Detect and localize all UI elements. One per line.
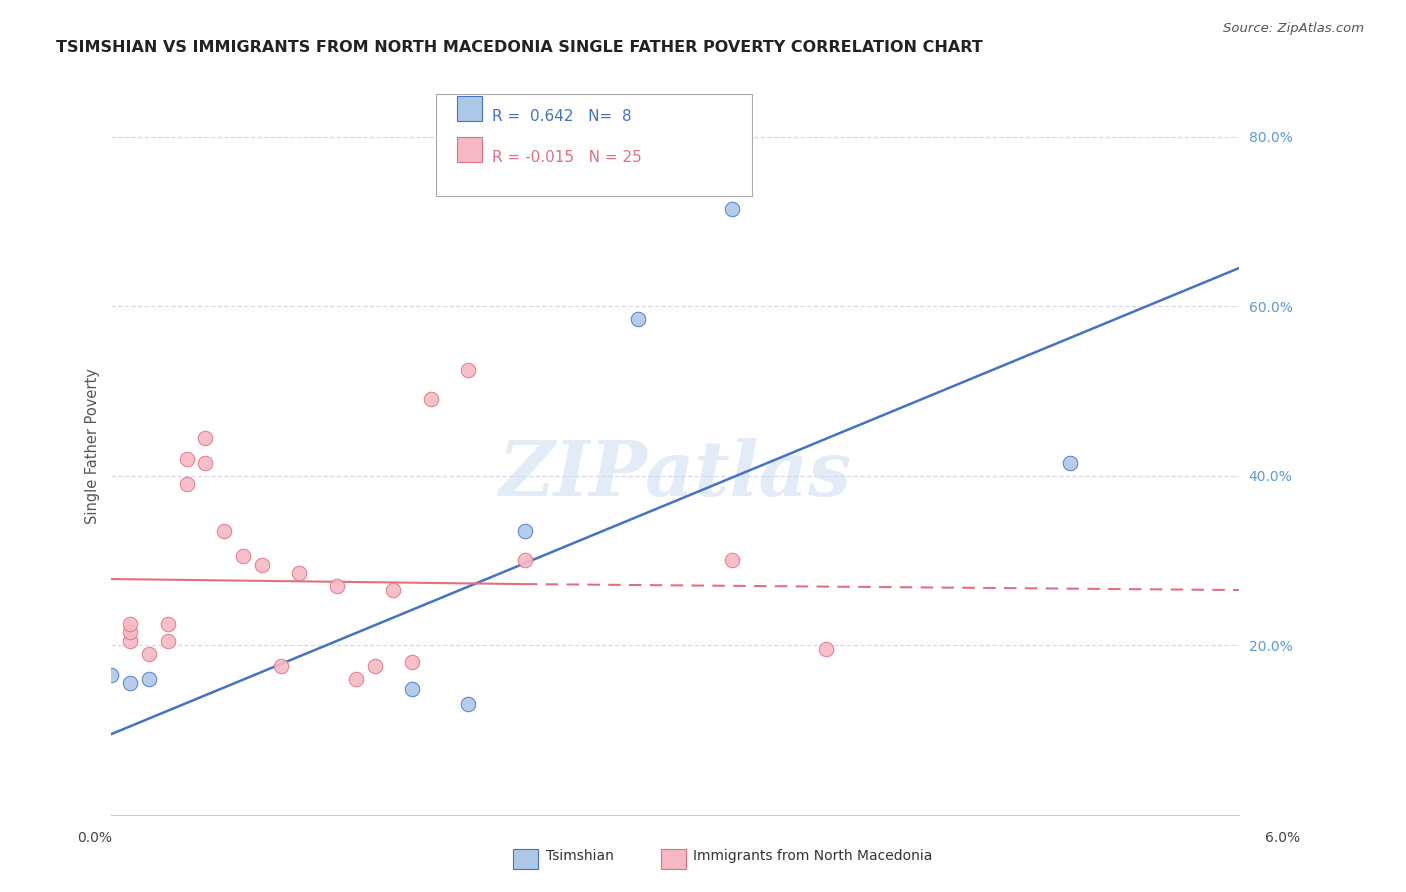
- Point: [513, 553, 536, 567]
- Point: [194, 456, 217, 470]
- Point: [382, 582, 405, 597]
- Point: [156, 633, 179, 648]
- Point: [326, 579, 349, 593]
- Point: [120, 676, 142, 690]
- Text: TSIMSHIAN VS IMMIGRANTS FROM NORTH MACEDONIA SINGLE FATHER POVERTY CORRELATION C: TSIMSHIAN VS IMMIGRANTS FROM NORTH MACED…: [56, 40, 983, 55]
- Point: [138, 672, 160, 686]
- Point: [156, 616, 179, 631]
- Point: [401, 682, 423, 697]
- Point: [363, 659, 385, 673]
- Point: [270, 659, 292, 673]
- Point: [513, 524, 536, 538]
- Point: [814, 642, 837, 657]
- Point: [720, 553, 742, 567]
- Point: [120, 625, 142, 640]
- Text: R = -0.015   N = 25: R = -0.015 N = 25: [492, 150, 643, 165]
- Point: [720, 202, 742, 216]
- Y-axis label: Single Father Poverty: Single Father Poverty: [86, 368, 100, 524]
- Text: 0.0%: 0.0%: [77, 831, 112, 846]
- Point: [212, 524, 235, 538]
- Point: [138, 647, 160, 661]
- Point: [120, 633, 142, 648]
- Point: [457, 698, 479, 712]
- Text: 6.0%: 6.0%: [1265, 831, 1301, 846]
- Text: Tsimshian: Tsimshian: [546, 849, 613, 863]
- Point: [176, 477, 198, 491]
- Text: ZIPatlas: ZIPatlas: [499, 439, 852, 513]
- Text: Immigrants from North Macedonia: Immigrants from North Macedonia: [693, 849, 932, 863]
- Point: [288, 566, 311, 580]
- Point: [232, 549, 254, 563]
- Point: [626, 312, 648, 326]
- Point: [401, 655, 423, 669]
- Point: [176, 451, 198, 466]
- Point: [344, 672, 367, 686]
- Point: [457, 363, 479, 377]
- Text: R =  0.642   N=  8: R = 0.642 N= 8: [492, 109, 631, 124]
- Point: [419, 392, 441, 407]
- Point: [1059, 456, 1081, 470]
- Point: [100, 667, 122, 681]
- Text: Source: ZipAtlas.com: Source: ZipAtlas.com: [1223, 22, 1364, 36]
- Point: [250, 558, 273, 572]
- Point: [194, 431, 217, 445]
- Point: [120, 616, 142, 631]
